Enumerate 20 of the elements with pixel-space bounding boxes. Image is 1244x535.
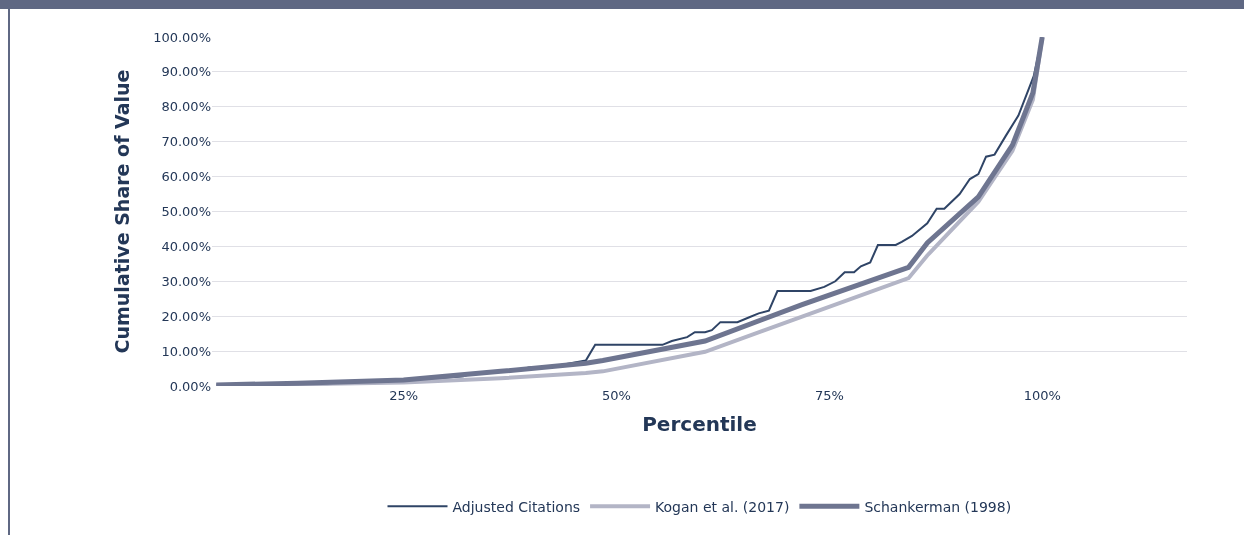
y-tick-label: 90.00% — [161, 64, 211, 80]
legend-label: Kogan et al. (2017) — [655, 498, 790, 515]
y-tick-label: 0.00% — [169, 378, 211, 394]
y-tick-label: 100.00% — [153, 29, 211, 45]
y-tick-label: 70.00% — [161, 134, 211, 150]
y-tick-label: 20.00% — [161, 308, 211, 324]
x-tick-label: 75% — [814, 388, 844, 403]
x-tick-label: 50% — [602, 388, 631, 403]
x-axis-title: Percentile — [642, 411, 757, 436]
legend-label: Schankerman (1998) — [864, 498, 1012, 515]
y-tick-label: 80.00% — [161, 99, 211, 115]
y-tick-label: 60.00% — [161, 169, 211, 185]
y-axis-title: Cumulative Share of Value — [111, 69, 134, 354]
y-tick-label: 10.00% — [161, 343, 211, 359]
x-tick-label: 25% — [389, 388, 419, 403]
x-tick-label: 100% — [1023, 388, 1061, 403]
y-tick-label: 40.00% — [161, 238, 211, 254]
legend-label: Adjusted Citations — [452, 498, 581, 515]
y-tick-label: 30.00% — [161, 273, 211, 289]
y-tick-label: 50.00% — [161, 204, 211, 220]
